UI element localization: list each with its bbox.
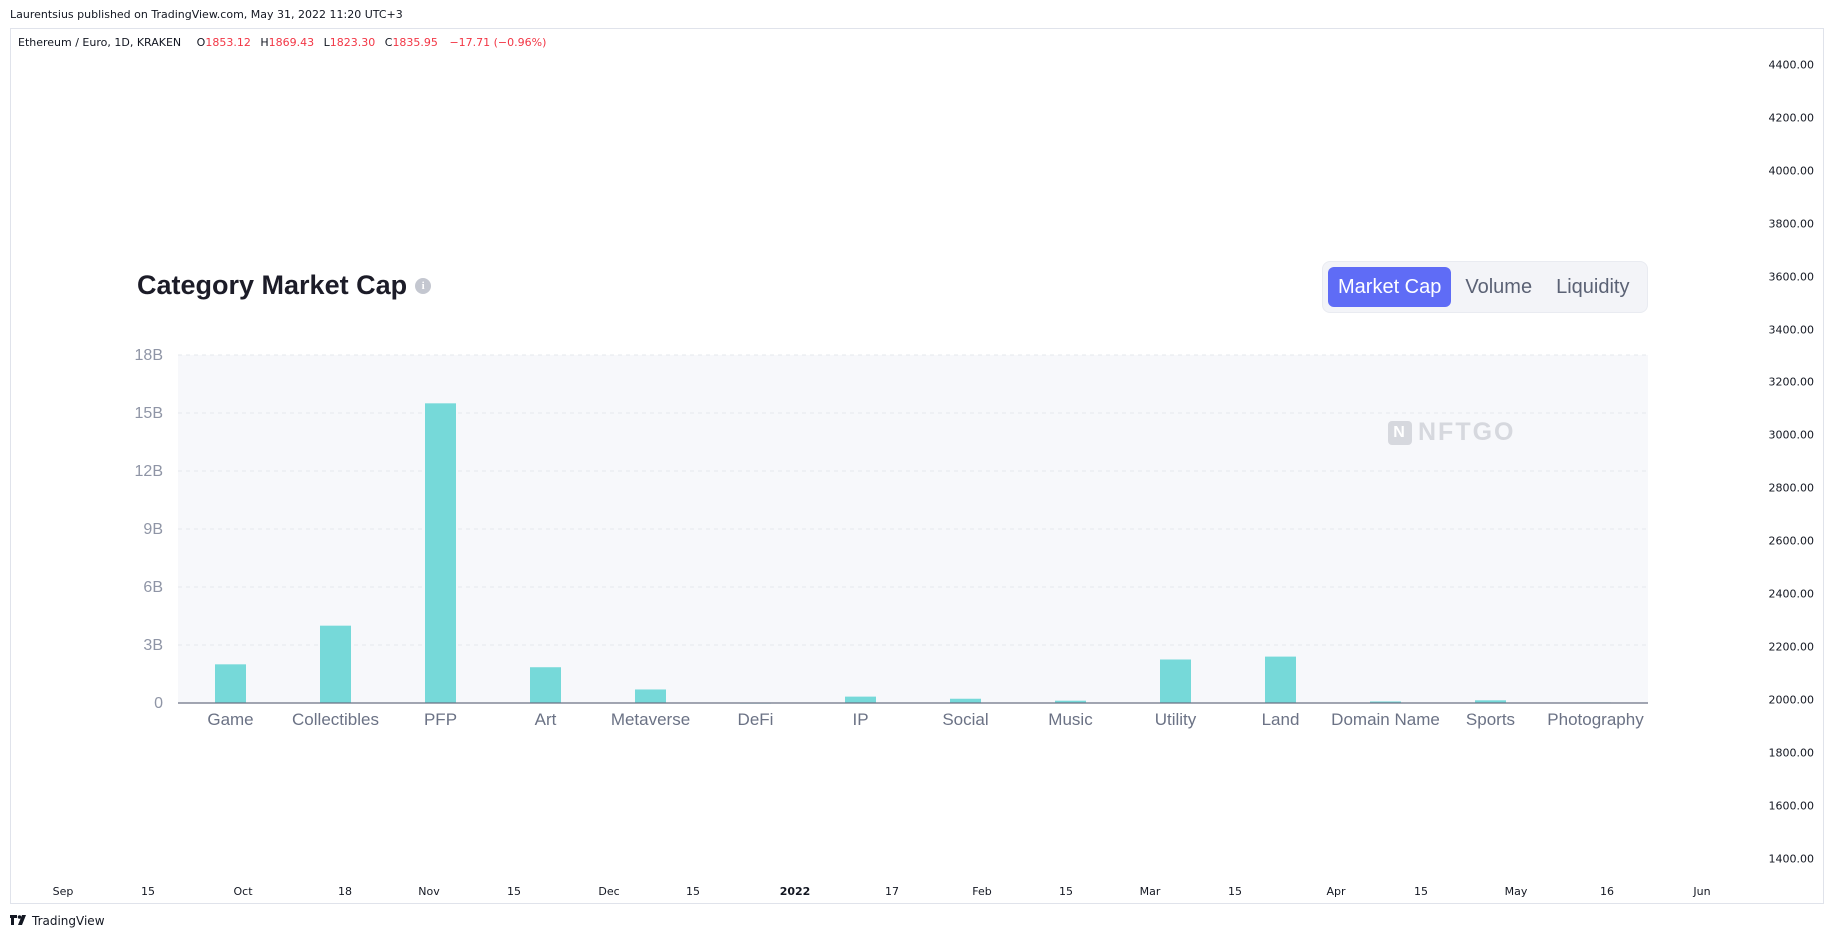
date-tick-label: 17 xyxy=(885,885,899,898)
price-tick-label: 4400.00 xyxy=(1768,58,1815,72)
x-tick-label: Social xyxy=(942,710,988,729)
date-tick-label: 18 xyxy=(338,885,352,898)
price-tick-label: 2000.00 xyxy=(1768,693,1815,707)
price-tick-label: 2600.00 xyxy=(1768,534,1815,548)
open-value: 1853.12 xyxy=(205,36,251,49)
price-tick-label: 3200.00 xyxy=(1768,375,1815,389)
price-tick-label: 2400.00 xyxy=(1768,587,1815,601)
price-tick-label: 3400.00 xyxy=(1768,323,1815,336)
nftgo-logo-icon: N xyxy=(1388,420,1412,445)
date-tick-label: Nov xyxy=(418,885,440,898)
y-tick-label: 12B xyxy=(135,463,163,480)
date-tick-label: 15 xyxy=(1228,885,1242,898)
date-tick-label: Apr xyxy=(1326,885,1346,898)
x-tick-label: Music xyxy=(1048,710,1093,729)
watermark-text: NFTGO xyxy=(1418,418,1516,446)
bar[interactable] xyxy=(320,625,351,703)
x-tick-label: Game xyxy=(207,710,253,729)
date-tick-label: 2022 xyxy=(779,885,811,898)
high-value: 1869.43 xyxy=(268,36,315,49)
tab-volume[interactable]: Volume xyxy=(1465,275,1533,298)
price-tick-label: 1400.00 xyxy=(1768,852,1815,865)
date-tick-label: 16 xyxy=(1600,885,1614,898)
x-tick-label: PFP xyxy=(424,710,457,729)
x-tick-label: Collectibles xyxy=(292,710,379,729)
date-tick-label: 15 xyxy=(686,885,700,898)
panel-title-text: Category Market Cap xyxy=(137,270,408,300)
close-value: 1835.95 xyxy=(392,36,438,49)
y-tick-label: 6B xyxy=(143,579,163,596)
bar[interactable] xyxy=(845,696,876,703)
bar[interactable] xyxy=(530,667,561,703)
metric-tabs: Market Cap Volume Liquidity xyxy=(1322,261,1648,313)
panel-title: Category Market Cap i xyxy=(137,270,432,301)
x-tick-label: Photography xyxy=(1547,710,1644,729)
x-tick-label: Art xyxy=(535,710,557,729)
bar[interactable] xyxy=(1160,659,1191,704)
date-tick-label: 15 xyxy=(1059,885,1073,898)
date-tick-label: Dec xyxy=(598,885,620,898)
date-tick-label: 15 xyxy=(507,885,521,898)
y-tick-label: 15B xyxy=(135,405,163,422)
price-tick-label: 3600.00 xyxy=(1768,270,1815,284)
price-tick-label: 4000.00 xyxy=(1768,164,1815,178)
price-tick-label: 3000.00 xyxy=(1768,428,1815,442)
bar[interactable] xyxy=(1475,700,1506,703)
date-tick-label: 15 xyxy=(141,885,155,898)
x-tick-label: IP xyxy=(852,710,868,729)
tradingview-logo-icon[interactable] xyxy=(10,915,28,927)
date-tick-label: 15 xyxy=(1414,885,1428,898)
low-label: L xyxy=(323,36,330,49)
date-tick-label: Oct xyxy=(233,885,253,898)
info-icon[interactable]: i xyxy=(415,277,432,294)
x-tick-label: DeFi xyxy=(738,710,774,729)
price-tick-label: 2200.00 xyxy=(1768,640,1815,654)
price-change: −17.71 (−0.96%) xyxy=(449,36,547,49)
publish-info: Laurentsius published on TradingView.com… xyxy=(10,8,403,21)
tab-liquidity[interactable]: Liquidity xyxy=(1556,275,1630,298)
bar[interactable] xyxy=(1265,656,1296,703)
symbol-legend: Ethereum / Euro, 1D, KRAKEN O1853.12 H18… xyxy=(18,36,546,49)
price-tick-label: 4200.00 xyxy=(1768,111,1815,125)
nftgo-watermark: N NFTGO xyxy=(1388,418,1516,447)
footer-brand: TradingView xyxy=(32,914,105,928)
bar[interactable] xyxy=(950,698,981,703)
date-tick-label: Sep xyxy=(52,885,74,898)
price-tick-label: 2800.00 xyxy=(1768,481,1815,495)
x-tick-label: Domain Name xyxy=(1331,710,1440,729)
y-tick-label: 9B xyxy=(143,521,163,538)
chart-frame xyxy=(10,28,1824,904)
y-tick-label: 0 xyxy=(154,695,163,712)
symbol-name: Ethereum / Euro, 1D, KRAKEN xyxy=(18,36,182,49)
date-tick-label: Jun xyxy=(1693,885,1711,898)
low-value: 1823.30 xyxy=(329,36,376,49)
bar[interactable] xyxy=(425,403,456,703)
tab-market-cap[interactable]: Market Cap xyxy=(1328,267,1452,307)
open-label: O xyxy=(196,36,206,49)
price-tick-label: 1800.00 xyxy=(1768,746,1815,760)
footer: TradingView xyxy=(10,914,105,928)
x-tick-label: Sports xyxy=(1466,710,1515,729)
y-tick-label: 3B xyxy=(143,637,163,654)
y-tick-label: 18B xyxy=(135,347,163,364)
price-tick-label: 3800.00 xyxy=(1768,217,1815,231)
bar[interactable] xyxy=(215,664,246,703)
bar[interactable] xyxy=(635,689,666,703)
x-tick-label: Land xyxy=(1262,710,1300,729)
close-label: C xyxy=(384,36,393,49)
date-tick-label: Mar xyxy=(1139,885,1161,898)
x-tick-label: Utility xyxy=(1155,710,1197,729)
bar[interactable] xyxy=(1370,701,1401,703)
high-label: H xyxy=(260,36,269,49)
price-tick-label: 1600.00 xyxy=(1768,799,1815,813)
bar[interactable] xyxy=(1055,700,1086,703)
x-tick-label: Metaverse xyxy=(611,710,690,729)
date-tick-label: May xyxy=(1504,885,1528,898)
date-tick-label: Feb xyxy=(972,885,992,898)
